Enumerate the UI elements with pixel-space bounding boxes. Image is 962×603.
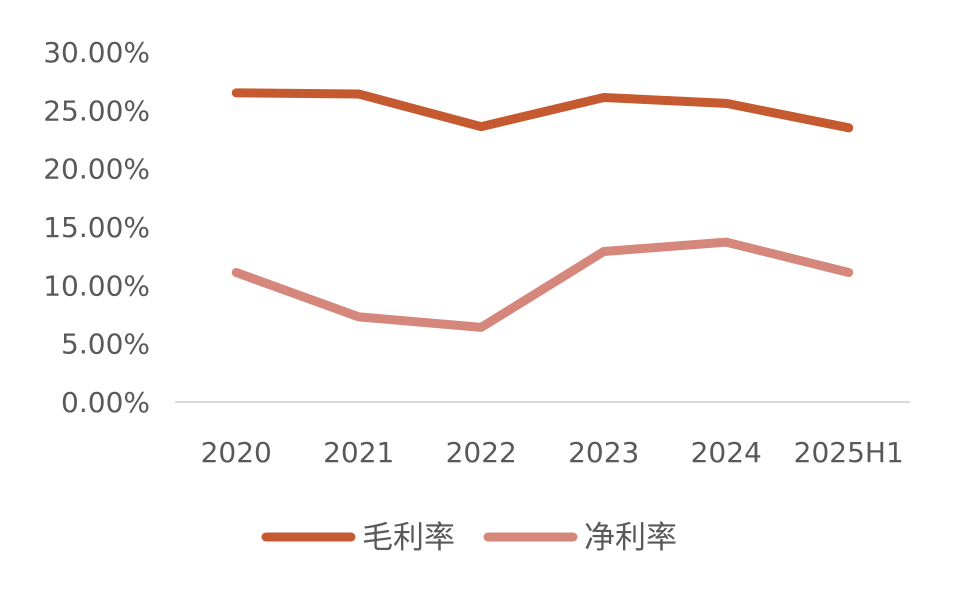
y-tick-label: 15.00% — [43, 211, 150, 244]
legend-label: 毛利率 — [362, 520, 455, 556]
x-tick-label: 2022 — [446, 436, 517, 469]
series-lines — [231, 88, 854, 332]
series-line-1 — [231, 237, 854, 332]
x-tick-label: 2025H1 — [794, 436, 904, 469]
y-tick-label: 25.00% — [43, 94, 150, 127]
x-tick-label: 2023 — [568, 436, 639, 469]
x-axis-ticks: 2020 2021 2022 2023 2024 2025H1 — [201, 436, 904, 469]
legend: 毛利率 净利率 — [261, 520, 677, 556]
y-tick-label: 0.00% — [61, 386, 150, 419]
x-tick-label: 2024 — [691, 436, 762, 469]
y-axis-ticks: 0.00% 5.00% 10.00% 15.00% 20.00% 25.00% 30.00% — [43, 36, 150, 419]
legend-label: 净利率 — [584, 520, 677, 556]
y-tick-label: 20.00% — [43, 153, 150, 186]
x-tick-label: 2020 — [201, 436, 272, 469]
series-line-0 — [231, 88, 854, 133]
y-tick-label: 10.00% — [43, 269, 150, 302]
y-tick-label: 5.00% — [61, 328, 150, 361]
x-tick-label: 2021 — [323, 436, 394, 469]
y-tick-label: 30.00% — [43, 36, 150, 69]
